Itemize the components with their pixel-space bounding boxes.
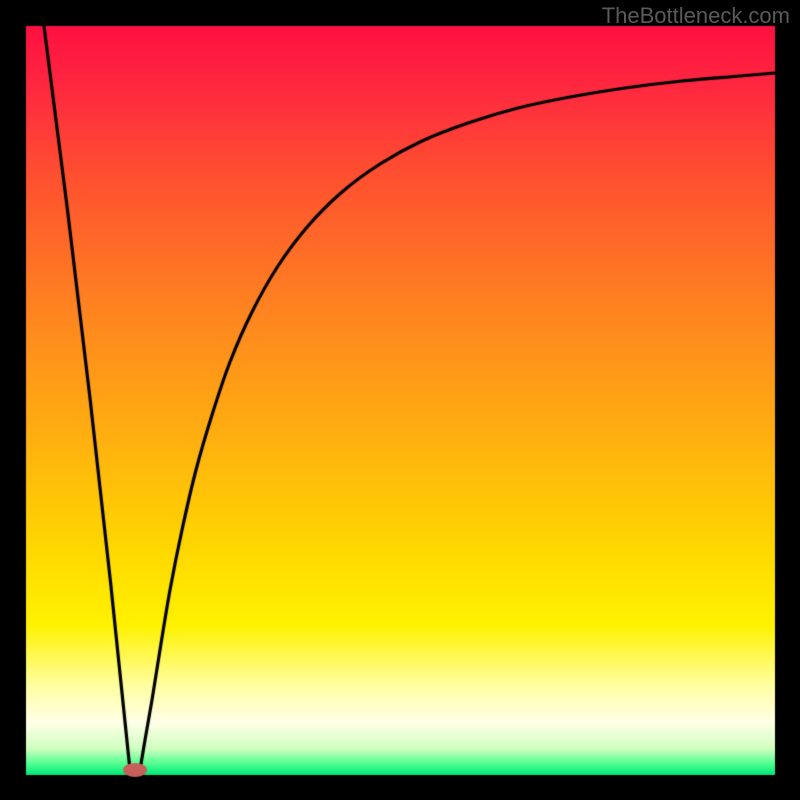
chart-container: TheBottleneck.com [0, 0, 800, 800]
bottleneck-chart-canvas [0, 0, 800, 800]
watermark-text: TheBottleneck.com [602, 3, 790, 29]
